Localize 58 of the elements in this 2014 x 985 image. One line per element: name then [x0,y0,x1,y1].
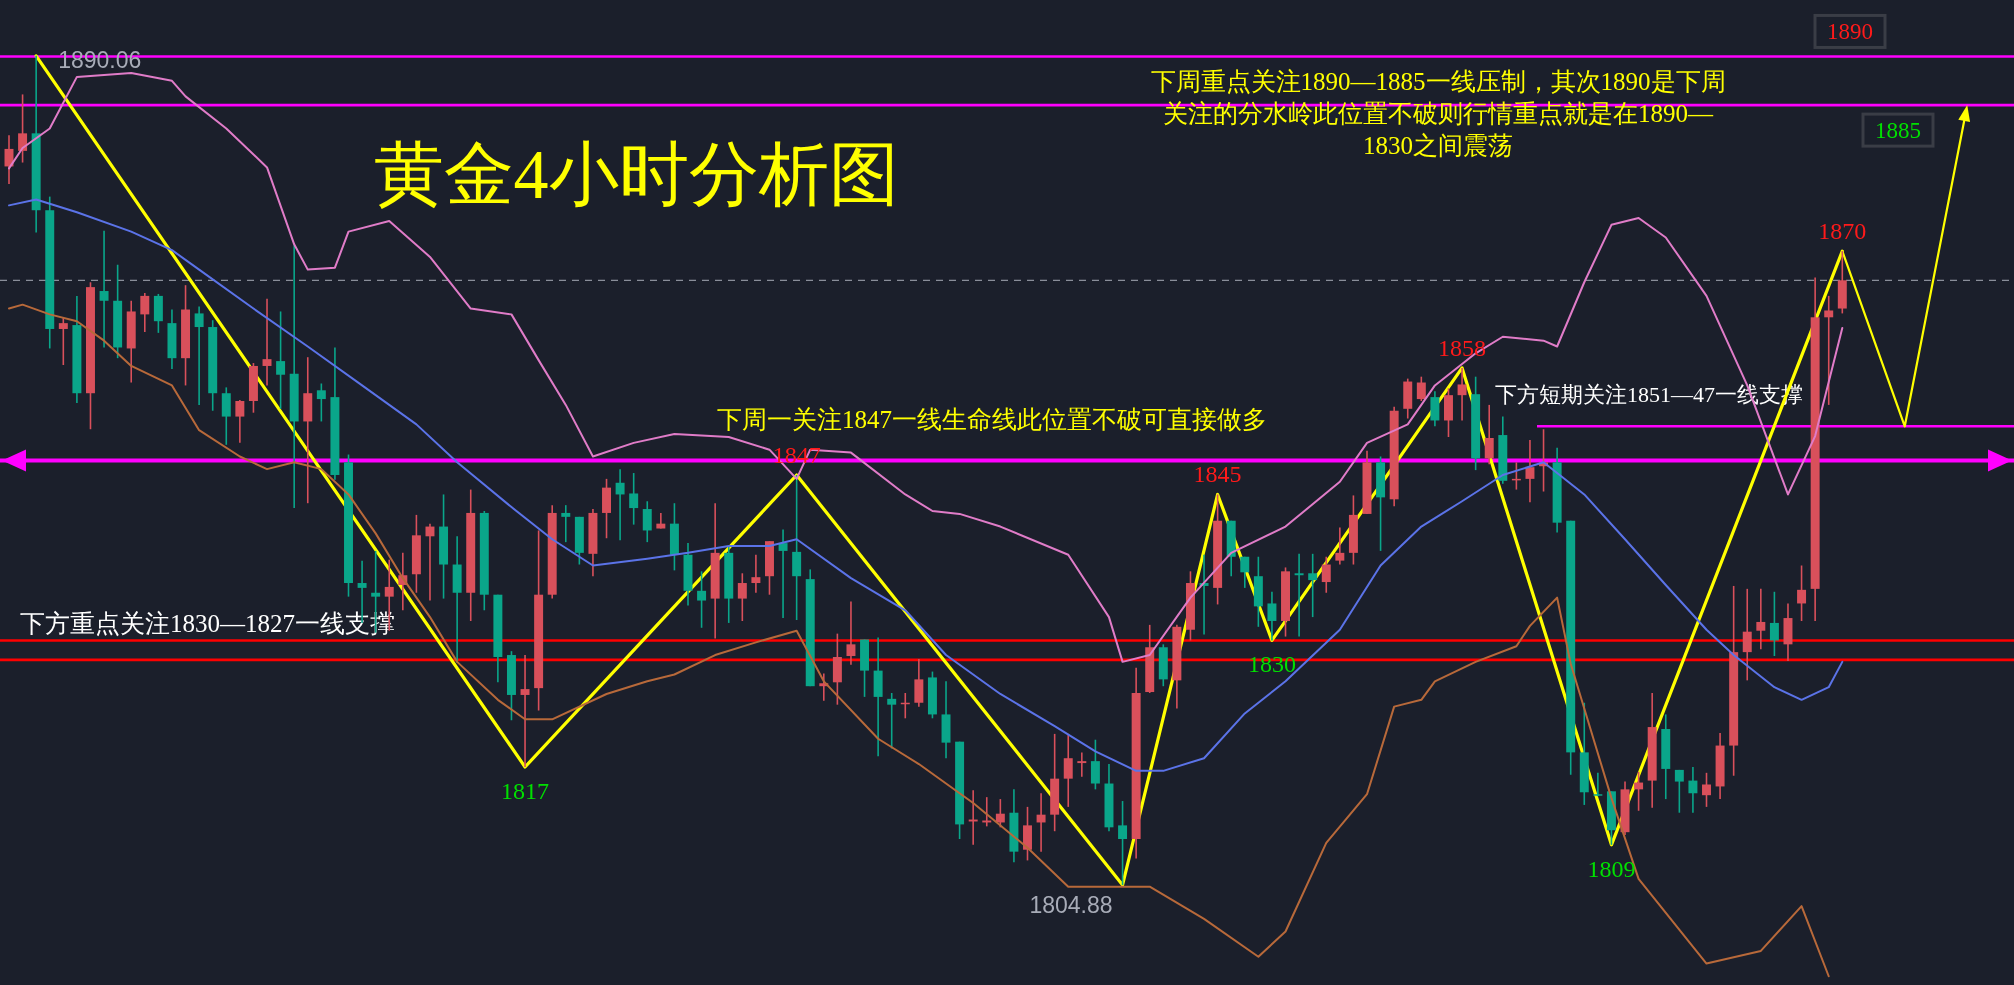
ref-line-label: 下周一关注1847一线生命线此位置不破可直接做多 [717,406,1267,434]
candlestick [1742,588,1752,682]
candlestick [1335,526,1345,566]
candlestick [697,570,707,629]
candlestick [914,658,924,708]
ref-line-label: 1885 [1875,118,1921,144]
candlestick [737,572,747,622]
annotation: 1817 [501,777,550,804]
candlestick [1769,590,1779,657]
candlestick [1416,375,1426,402]
candlestick [642,500,652,543]
annotation: 下周重点关注1890—1885一线压制，其次1890是下周关注的分水岭此位置不破则行情重点就是在1890—1830之间震荡 [1150,68,1726,159]
candlestick [1308,553,1318,618]
candlestick [1756,588,1766,650]
candlestick [1294,553,1304,638]
candlestick [846,600,856,666]
annotation: 1804.88 [1029,891,1113,918]
candlestick [425,522,435,602]
candlestick [221,386,231,446]
candlestick [1036,792,1046,853]
candlestick [1267,590,1277,642]
candlestick [262,298,272,387]
candlestick [1321,555,1331,594]
candlestick [629,472,639,526]
ref-line-label: 1890 [1827,19,1873,45]
candlestick [1063,733,1073,808]
candlestick [1484,404,1494,466]
candlestick [1457,367,1467,422]
candlestick [615,468,625,541]
text: 黄金4小时分析图 [373,136,899,213]
candlestick [520,654,530,768]
candlestick [778,528,788,619]
candlestick [99,229,109,349]
annotation: 1870 [1818,218,1867,245]
candlestick [140,292,150,333]
candlestick [1430,390,1440,428]
candlestick [276,310,286,410]
candlestick [1702,772,1711,808]
annotation: 1845 [1193,461,1242,488]
candlestick [561,504,571,543]
annotation: 1858 [1438,334,1487,361]
candlestick [1688,766,1698,814]
annotation: 1809 [1587,855,1636,882]
candlestick [1090,738,1100,791]
candlestick [194,305,204,406]
candlestick [1240,555,1250,589]
candlestick [1118,800,1128,886]
candlestick [235,399,245,444]
candlestick [1525,439,1535,504]
candlestick [1077,751,1087,778]
candlestick [316,382,326,423]
candlestick [1674,769,1684,814]
candlestick [751,553,761,594]
candlestick [58,316,68,366]
candlestick [18,93,28,164]
candlestick [1824,295,1834,406]
candlestick [887,692,897,750]
candlestick [1797,564,1807,622]
